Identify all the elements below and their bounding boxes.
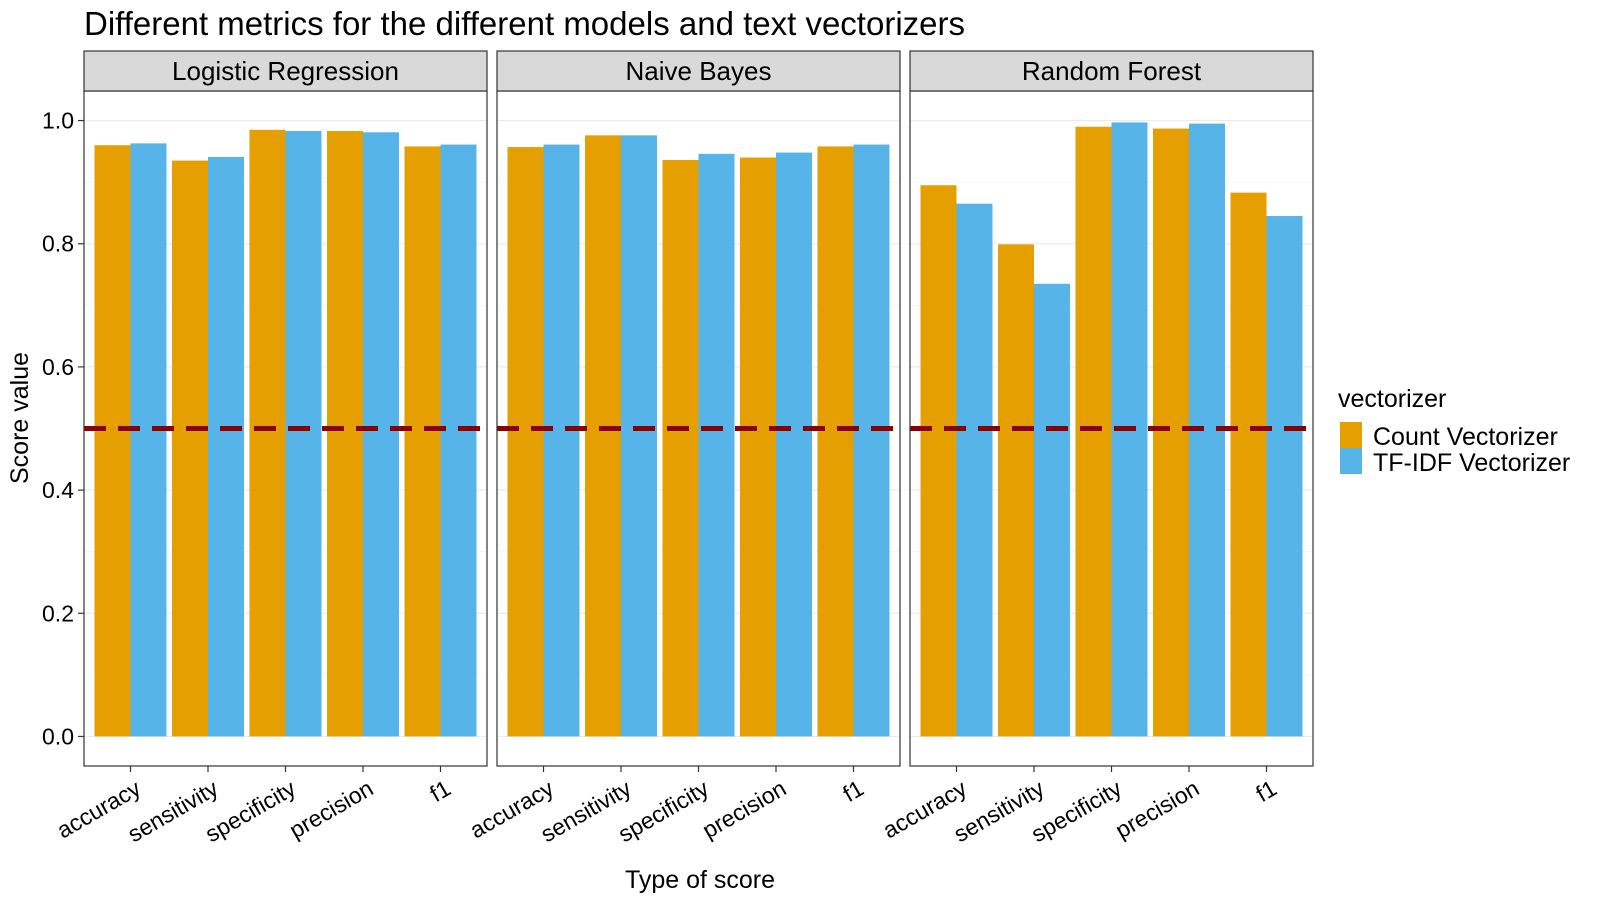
bar <box>817 146 854 737</box>
facet-panel: Random Forestaccuracysensitivityspecific… <box>878 50 1314 847</box>
x-tick-label: precision <box>1111 775 1204 844</box>
bar <box>249 129 286 737</box>
legend-label: TF-IDF Vectorizer <box>1373 449 1570 477</box>
y-tick-label: 0.4 <box>42 477 74 503</box>
legend-label: Count Vectorizer <box>1373 423 1558 451</box>
bar <box>998 244 1034 737</box>
bar <box>776 152 812 737</box>
x-tick-label: precision <box>698 775 791 844</box>
bar <box>404 146 441 737</box>
legend-swatch <box>1340 422 1362 448</box>
bar <box>920 185 957 737</box>
y-tick-label: 0.8 <box>42 231 74 257</box>
bar <box>1034 283 1070 737</box>
bar <box>853 144 890 737</box>
bar <box>440 144 477 737</box>
y-tick-label: 0.0 <box>42 723 74 749</box>
bar <box>621 135 657 737</box>
facet-panel: Naive Bayesaccuracysensitivityspecificit… <box>465 50 901 847</box>
y-tick-label: 0.2 <box>42 600 74 626</box>
bar <box>208 156 244 737</box>
legend-title: vectorizer <box>1338 385 1446 413</box>
x-tick-label: f1 <box>425 775 455 807</box>
bar <box>1153 128 1189 737</box>
y-axis: 0.0 0.2 0.4 0.6 0.8 1.0 <box>42 108 84 749</box>
bar <box>543 144 580 737</box>
bar <box>363 132 399 737</box>
bar <box>1266 216 1303 737</box>
facet-strip <box>909 50 1314 92</box>
bar <box>956 203 993 737</box>
x-axis-label: Type of score <box>625 866 775 894</box>
x-tick-label: precision <box>285 775 378 844</box>
bar <box>1230 192 1267 737</box>
y-tick-label: 0.6 <box>42 354 74 380</box>
facet-strip-title: Naive Bayes <box>626 56 772 86</box>
facet-strip-title: Logistic Regression <box>172 56 399 86</box>
bar <box>1075 126 1112 737</box>
facet-strip <box>83 50 488 92</box>
facet-panels: Logistic Regressionaccuracysensitivitysp… <box>52 50 1314 847</box>
bar <box>172 160 208 737</box>
bar <box>327 131 363 737</box>
facet-panel: Logistic Regressionaccuracysensitivitysp… <box>52 50 488 847</box>
y-axis-label: Score value <box>6 352 34 484</box>
bar <box>507 147 544 737</box>
x-tick-label: f1 <box>838 775 868 807</box>
bar <box>285 131 322 737</box>
bar <box>130 143 167 737</box>
legend-swatch <box>1340 448 1362 474</box>
chart-title: Different metrics for the different mode… <box>84 5 965 42</box>
bar <box>585 135 621 737</box>
x-tick-label: f1 <box>1251 775 1281 807</box>
facet-strip <box>496 50 901 92</box>
facet-strip-title: Random Forest <box>1022 56 1202 86</box>
y-tick-label: 1.0 <box>42 108 74 134</box>
bar <box>698 153 735 737</box>
bar <box>740 157 776 737</box>
bar <box>662 159 699 737</box>
bar <box>94 145 131 737</box>
